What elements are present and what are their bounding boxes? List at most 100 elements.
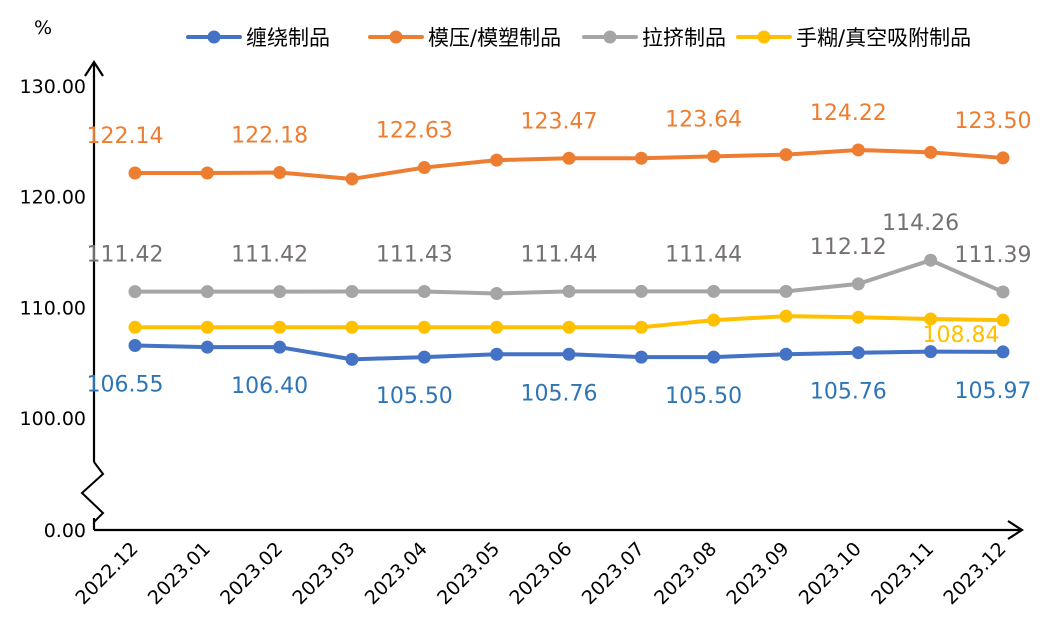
- data-point: [417, 320, 431, 334]
- series-group: [128, 143, 1010, 366]
- data-label: 111.44: [665, 242, 742, 267]
- data-point: [779, 347, 793, 361]
- data-point: [634, 284, 648, 298]
- data-point: [634, 151, 648, 165]
- data-point: [200, 320, 214, 334]
- data-point: [490, 347, 504, 361]
- y-tick-label: 110.00: [20, 297, 86, 319]
- y-tick-label: 100.00: [20, 408, 86, 430]
- data-label: 111.44: [521, 242, 598, 267]
- data-point: [128, 320, 142, 334]
- data-label: 111.43: [376, 243, 453, 268]
- data-point: [562, 320, 576, 334]
- y-axis-arrow: [84, 59, 104, 77]
- data-label: 106.40: [231, 374, 308, 399]
- data-point: [996, 151, 1010, 165]
- x-tick-label: 2023.05: [433, 538, 504, 609]
- data-point: [924, 253, 938, 267]
- data-point: [996, 285, 1010, 299]
- x-tick-label: 2023.03: [288, 538, 359, 609]
- data-point: [417, 285, 431, 299]
- data-point: [924, 345, 938, 359]
- data-point: [200, 285, 214, 299]
- legend-marker: [757, 30, 771, 44]
- data-point: [996, 313, 1010, 327]
- data-point: [924, 312, 938, 326]
- data-point: [417, 161, 431, 175]
- x-axis-arrow: [1007, 520, 1025, 540]
- data-point: [562, 151, 576, 165]
- legend-label: 手糊/真空吸附制品: [796, 26, 971, 50]
- x-tick-label: 2023.12: [939, 538, 1010, 609]
- data-point: [273, 340, 287, 354]
- data-point: [128, 339, 142, 353]
- data-point: [417, 350, 431, 364]
- data-label: 123.47: [521, 109, 598, 134]
- data-point: [490, 287, 504, 300]
- data-label: 105.50: [665, 384, 742, 409]
- legend-marker: [603, 30, 617, 44]
- data-point: [779, 309, 793, 323]
- legend-label: 模压/模塑制品: [428, 26, 561, 50]
- x-tick-label: 2023.02: [216, 538, 287, 609]
- y-tick-label: 120.00: [20, 187, 86, 209]
- y-tick-label: 0.00: [44, 520, 86, 542]
- data-point: [200, 166, 214, 180]
- data-point: [128, 166, 142, 180]
- data-point: [779, 148, 793, 162]
- data-label: 105.50: [376, 384, 453, 409]
- x-tick-label: 2023.08: [650, 538, 721, 609]
- legend-marker: [207, 30, 221, 44]
- data-point: [128, 285, 142, 299]
- x-tick-label: 2023.10: [795, 538, 866, 609]
- data-point: [707, 284, 721, 298]
- data-point: [707, 149, 721, 163]
- axis-break-mask: [86, 462, 102, 518]
- x-tick-label: 2023.09: [722, 538, 793, 609]
- data-label: 106.55: [87, 373, 164, 398]
- data-point: [851, 310, 865, 324]
- data-point: [345, 320, 359, 334]
- axis-break-zigzag: [80, 461, 105, 523]
- data-point: [851, 277, 865, 291]
- data-label: 105.97: [955, 379, 1032, 404]
- data-point: [345, 285, 359, 299]
- data-point: [273, 285, 287, 299]
- data-point: [200, 340, 214, 354]
- x-tick-label: 2023.11: [867, 538, 938, 609]
- data-point: [924, 145, 938, 159]
- data-point: [490, 153, 504, 167]
- data-point: [779, 284, 793, 298]
- data-label: 123.50: [955, 109, 1032, 134]
- data-label: 124.22: [810, 101, 887, 126]
- data-point: [345, 172, 359, 186]
- y-axis-label: %: [34, 17, 52, 39]
- legend-marker: [389, 30, 403, 44]
- data-point: [562, 284, 576, 298]
- x-tick-label: 2023.04: [361, 538, 432, 609]
- y-tick-label: 130.00: [20, 76, 86, 98]
- data-point: [345, 352, 359, 366]
- data-point: [851, 143, 865, 157]
- data-label: 108.84: [923, 323, 1000, 348]
- data-label: 122.18: [231, 124, 308, 149]
- data-label: 112.12: [810, 235, 887, 260]
- data-label: 111.39: [955, 243, 1032, 268]
- data-point: [707, 350, 721, 364]
- x-tick-label: 2023.07: [578, 538, 649, 609]
- x-axis: 2022.12 2023.01 2023.02 2023.03 2023.04 2023.…: [71, 520, 1025, 609]
- chart-legend: 缠绕制品 模压/模塑制品 拉挤制品 手糊/真空吸附制品: [186, 26, 971, 50]
- data-point: [996, 345, 1010, 359]
- data-label: 105.76: [521, 381, 598, 406]
- data-point: [273, 166, 287, 180]
- data-point: [707, 313, 721, 327]
- legend-label: 拉挤制品: [642, 26, 726, 50]
- legend-label: 缠绕制品: [246, 26, 330, 50]
- data-label: 111.42: [87, 243, 164, 268]
- data-point: [634, 320, 648, 334]
- data-label: 122.14: [87, 124, 164, 149]
- data-point: [273, 320, 287, 334]
- data-label: 123.64: [665, 107, 742, 132]
- data-point: [490, 320, 504, 334]
